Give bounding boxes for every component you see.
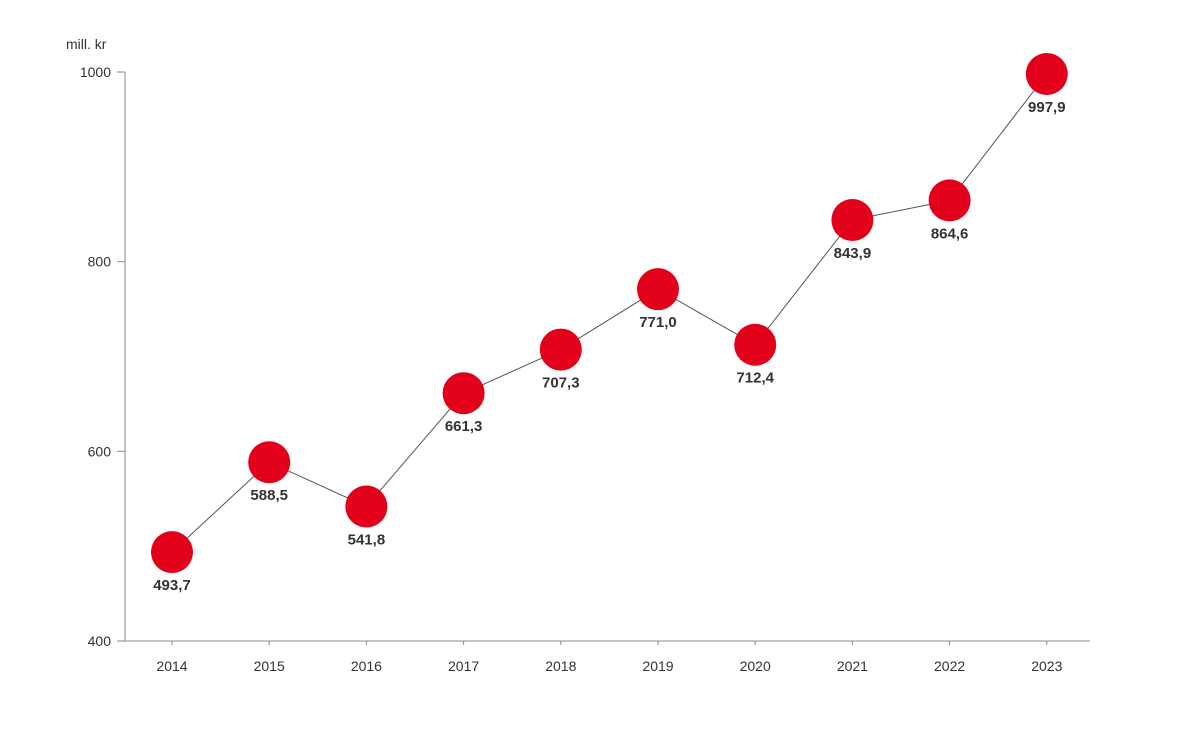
x-tick-label: 2014 xyxy=(156,658,187,674)
data-label: 843,9 xyxy=(834,245,872,262)
data-point xyxy=(345,485,388,528)
x-tick-label: 2020 xyxy=(740,658,771,674)
x-tick-label: 2017 xyxy=(448,658,479,674)
data-point xyxy=(539,328,582,371)
y-axis-unit-label: mill. kr xyxy=(66,36,107,52)
y-tick-label: 600 xyxy=(88,443,112,459)
data-point xyxy=(831,199,874,242)
x-tick-label: 2021 xyxy=(837,658,868,674)
data-point xyxy=(637,268,679,311)
y-tick-label: 800 xyxy=(88,254,112,270)
data-point xyxy=(248,441,291,484)
x-tick-label: 2022 xyxy=(934,658,965,674)
y-tick-label: 1000 xyxy=(80,64,111,80)
data-point xyxy=(928,179,971,222)
data-point xyxy=(1025,52,1068,95)
data-label: 541,8 xyxy=(348,532,386,549)
x-tick-label: 2023 xyxy=(1031,658,1062,674)
x-tick-label: 2015 xyxy=(254,658,285,674)
data-point xyxy=(734,323,777,366)
series-group: 493,7 588,5 541,8 661,3 707,3 771,0 712,4 843,9… xyxy=(151,52,1068,594)
x-axis-ticks: 2014 2015 2016 2017 2018 2019 2020 2021 2022 2023 xyxy=(156,641,1063,674)
x-tick-label: 2019 xyxy=(642,658,673,674)
x-tick-label: 2016 xyxy=(351,658,382,674)
x-tick-label: 2018 xyxy=(545,658,576,674)
y-axis-ticks: 400 600 800 1000 xyxy=(80,64,125,649)
data-label: 712,4 xyxy=(736,370,774,387)
data-label: 493,7 xyxy=(153,577,191,594)
data-label: 661,3 xyxy=(445,418,483,435)
data-label: 771,0 xyxy=(639,314,677,331)
y-tick-label: 400 xyxy=(88,633,112,649)
data-point xyxy=(442,372,485,415)
series-line xyxy=(171,73,1048,553)
data-point xyxy=(151,531,193,574)
data-label: 588,5 xyxy=(250,487,288,504)
data-label: 997,9 xyxy=(1028,99,1066,116)
data-label: 864,6 xyxy=(931,225,969,242)
data-label: 707,3 xyxy=(542,375,580,392)
